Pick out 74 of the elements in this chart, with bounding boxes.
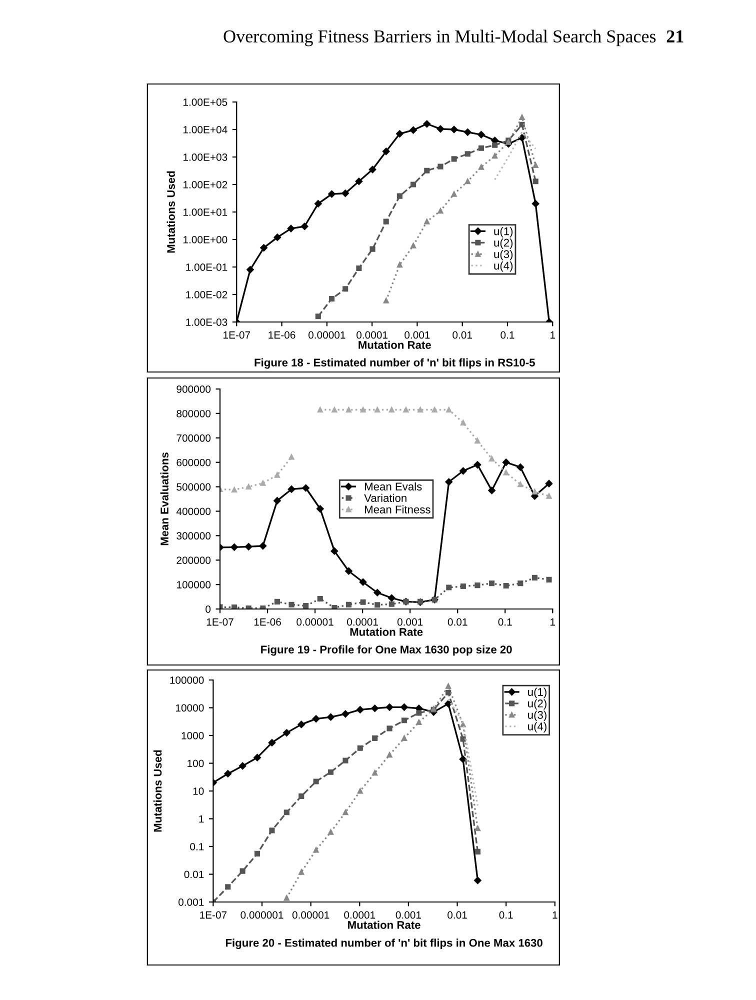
x-tick-label: 0.000001 — [240, 911, 284, 919]
x-tick-label: 0.001 — [396, 911, 421, 919]
legend-label: u(1) — [494, 227, 513, 238]
y-tick-label: 1.00E+03 — [184, 154, 228, 161]
text: Figure 20 - Estimated number of 'n' bit flips in One Max 1630 — [226, 938, 542, 950]
x-axis-title: Mutation Rate — [358, 340, 431, 349]
x-tick-label: 0.1 — [498, 618, 512, 626]
legend-label: Mean Fitness — [364, 505, 430, 514]
y-tick-label: 1.00E+00 — [184, 236, 228, 244]
x-tick-label: 1E-06 — [268, 331, 296, 339]
x-tick-label: 0.0001 — [344, 911, 376, 919]
y-tick-label: 0.001 — [178, 898, 204, 906]
legend-label: u(2) — [494, 238, 513, 249]
legend-label: u(4) — [528, 722, 546, 733]
y-tick-label: 200000 — [176, 556, 211, 564]
x-tick-label: 0.01 — [448, 618, 468, 626]
y-tick-label: 1.00E-01 — [186, 264, 228, 271]
y-tick-label: 1.00E+02 — [184, 181, 228, 188]
x-tick-label: 1E-07 — [206, 618, 234, 626]
y-tick-label: 0 — [206, 606, 211, 613]
y-tick-label: 400000 — [176, 508, 211, 516]
y-tick-label: 10 — [193, 788, 204, 795]
legend-label: u(4) — [494, 261, 513, 272]
x-axis-title: Mutation Rate — [350, 628, 423, 636]
x-axis-title: Mutation Rate — [348, 920, 420, 929]
x-tick-label: 0.001 — [397, 618, 423, 626]
x-tick-label: 0.001 — [404, 331, 430, 339]
y-tick-label: 1.00E+05 — [184, 98, 228, 106]
y-tick-label: 0.01 — [184, 870, 204, 878]
y-tick-label: 100000 — [170, 676, 204, 684]
y-tick-label: 1.00E-02 — [186, 291, 228, 298]
y-tick-label: 1000 — [182, 732, 204, 740]
y-axis-title: Mutations Used — [153, 750, 162, 832]
legend-label: u(3) — [528, 710, 546, 722]
x-tick-label: 0.1 — [499, 911, 513, 919]
y-tick-label: 1 — [199, 815, 204, 823]
legend-label: u(3) — [494, 250, 513, 260]
legend-label: Variation — [364, 494, 406, 502]
x-tick-label: 0.1 — [500, 331, 514, 339]
x-tick-label: 0.0001 — [347, 618, 378, 626]
x-tick-label: 1E-07 — [200, 911, 227, 919]
y-axis-title: Mean Evaluations — [160, 452, 168, 546]
x-tick-label: 1E-07 — [224, 331, 250, 339]
text: Figure 19 - Profile for One Max 1630 pop size 20 — [261, 645, 512, 656]
text: Overcoming Fitness Barriers in Multi-Modal Search Spaces — [224, 30, 656, 46]
x-tick-label: 0.0001 — [356, 331, 388, 339]
y-tick-label: 600000 — [176, 458, 211, 466]
text: 21 — [666, 30, 684, 42]
y-tick-label: 800000 — [176, 410, 211, 418]
x-tick-label: 0.00001 — [292, 911, 330, 919]
x-tick-label: 0.00001 — [296, 618, 334, 626]
x-tick-label: 0.00001 — [308, 331, 346, 339]
legend-label: u(1) — [528, 688, 546, 698]
y-tick-label: 0.1 — [190, 843, 204, 850]
y-tick-label: 700000 — [176, 434, 211, 442]
y-tick-label: 1.00E-03 — [186, 318, 228, 326]
y-tick-label: 1.00E+04 — [184, 126, 228, 134]
y-tick-label: 500000 — [176, 483, 211, 491]
legend-label: Mean Evals — [364, 482, 422, 491]
x-tick-label: 0.01 — [452, 331, 472, 339]
y-axis-title: Mutations Used — [166, 171, 175, 253]
y-tick-label: 1.00E+01 — [184, 208, 228, 216]
y-tick-label: 10000 — [176, 704, 204, 712]
x-tick-label: 1 — [552, 911, 558, 919]
x-tick-label: 1E-06 — [254, 618, 281, 626]
text: Figure 18 - Estimated number of 'n' bit flips in RS10-5 — [254, 358, 535, 369]
y-tick-label: 300000 — [176, 532, 211, 540]
y-tick-label: 900000 — [176, 386, 211, 393]
y-tick-label: 100 — [188, 760, 204, 768]
x-tick-label: 0.01 — [448, 911, 467, 919]
legend-label: u(2) — [528, 699, 546, 710]
x-tick-label: 1 — [550, 618, 556, 626]
y-tick-label: 100000 — [177, 581, 211, 588]
x-tick-label: 1 — [550, 331, 556, 339]
